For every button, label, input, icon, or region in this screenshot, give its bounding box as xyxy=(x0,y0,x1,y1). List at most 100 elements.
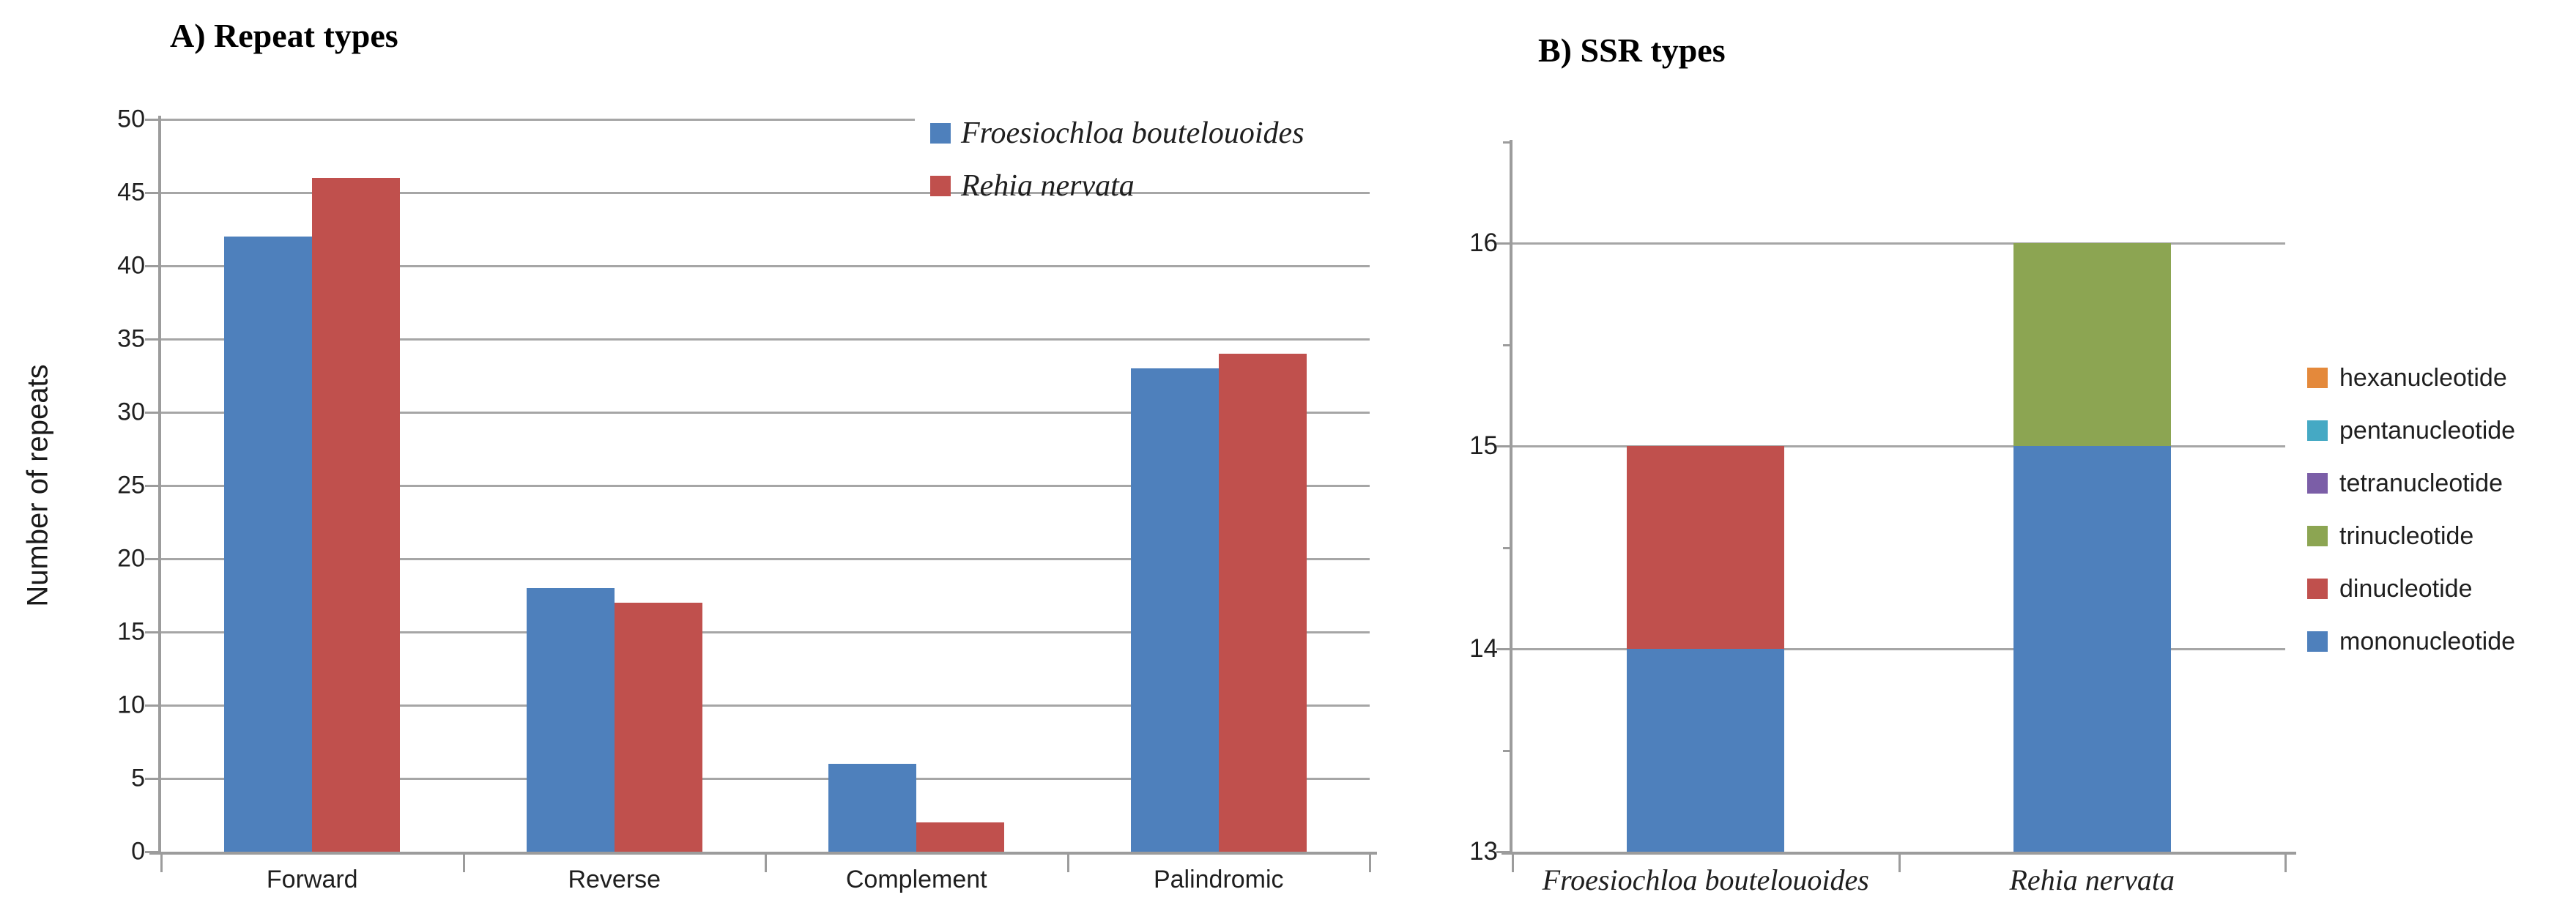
y-tick-label-16: 16 xyxy=(1469,228,1498,257)
legend-label-trinucleotide: trinucleotide xyxy=(2339,521,2474,550)
bar-froesiochloa-palindromic xyxy=(1130,368,1219,852)
y-tick-15 xyxy=(145,631,161,633)
y-tick-label-45: 45 xyxy=(117,178,145,207)
y-tick-label-15: 15 xyxy=(1469,431,1498,460)
y-tick-15 xyxy=(1496,445,1512,447)
x-tick-1 xyxy=(462,855,465,872)
y-tick-20 xyxy=(145,558,161,560)
legend-item-rehia: Rehia nervata xyxy=(930,169,1135,203)
y-tick-label-40: 40 xyxy=(117,251,145,280)
y-tick-45 xyxy=(145,192,161,194)
gridline-14 xyxy=(1512,648,2285,650)
y-tick-10 xyxy=(145,704,161,707)
bar-rehia-palindromic xyxy=(1218,354,1307,852)
x-tick-2 xyxy=(765,855,767,872)
gridline-5 xyxy=(161,778,1370,780)
y-tick-16 xyxy=(1496,242,1512,245)
x-tick-4 xyxy=(1369,855,1371,872)
gridline-30 xyxy=(161,412,1370,414)
legend-label-pentanucleotide: pentanucleotide xyxy=(2339,416,2516,445)
y-tick-label-5: 5 xyxy=(131,764,145,792)
x-label-forward: Forward xyxy=(266,866,358,893)
x-axis-line xyxy=(149,852,1377,855)
legend-item-trinucleotide: trinucleotide xyxy=(2307,520,2473,552)
y-tick-35 xyxy=(145,338,161,341)
bar-rehia-forward xyxy=(312,178,401,852)
legend-label-rehia: Rehia nervata xyxy=(961,169,1135,203)
legend-swatch-tetranucleotide xyxy=(2307,473,2328,494)
x-label-rehia: Rehia nervata xyxy=(2009,863,2175,896)
gridline-15 xyxy=(1512,445,2285,447)
y-minor-tick-13.5 xyxy=(1503,749,1512,752)
y-tick-label-50: 50 xyxy=(117,105,145,133)
y-tick-50 xyxy=(145,119,161,121)
x-label-palindromic: Palindromic xyxy=(1153,866,1284,893)
gridline-45 xyxy=(161,192,1370,194)
bar-trinucleotide-rehia xyxy=(2013,243,2171,446)
y-tick-label-25: 25 xyxy=(117,471,145,499)
x-tick-0 xyxy=(1512,855,1514,872)
y-minor-tick-16.5 xyxy=(1503,141,1512,144)
y-tick-label-20: 20 xyxy=(117,544,145,573)
legend-label-hexanucleotide: hexanucleotide xyxy=(2339,363,2507,392)
y-tick-25 xyxy=(145,485,161,487)
chart-b-title: B) SSR types xyxy=(1538,31,1726,69)
gridline-10 xyxy=(161,704,1370,707)
y-tick-14 xyxy=(1496,648,1512,650)
legend-swatch-rehia xyxy=(930,176,951,196)
legend-item-froesiochloa: Froesiochloa boutelouoides xyxy=(930,116,1304,150)
y-minor-tick-15.5 xyxy=(1503,343,1512,346)
bar-froesiochloa-forward xyxy=(224,237,313,852)
bar-rehia-reverse xyxy=(614,603,702,852)
y-tick-40 xyxy=(145,265,161,267)
legend-item-mononucleotide: mononucleotide xyxy=(2307,625,2515,658)
x-label-reverse: Reverse xyxy=(568,866,661,893)
y-tick-label-15: 15 xyxy=(117,617,145,646)
legend-item-pentanucleotide: pentanucleotide xyxy=(2307,414,2515,447)
gridline-15 xyxy=(161,631,1370,633)
gridline-16 xyxy=(1512,242,2285,245)
y-tick-label-35: 35 xyxy=(117,324,145,353)
legend-swatch-pentanucleotide xyxy=(2307,420,2328,441)
bar-rehia-complement xyxy=(916,822,1005,852)
legend-swatch-froesiochloa xyxy=(930,123,951,144)
y-tick-label-10: 10 xyxy=(117,691,145,719)
y-tick-label-30: 30 xyxy=(117,398,145,426)
legend-label-dinucleotide: dinucleotide xyxy=(2339,574,2473,603)
legend-swatch-mononucleotide xyxy=(2307,631,2328,652)
legend-label-tetranucleotide: tetranucleotide xyxy=(2339,469,2503,497)
y-minor-tick-14.5 xyxy=(1503,546,1512,549)
x-tick-0 xyxy=(160,855,163,872)
legend-item-hexanucleotide: hexanucleotide xyxy=(2307,362,2507,394)
legend-label-mononucleotide: mononucleotide xyxy=(2339,627,2516,655)
chart-a-title: A) Repeat types xyxy=(170,17,398,54)
y-tick-30 xyxy=(145,412,161,414)
legend-swatch-hexanucleotide xyxy=(2307,368,2328,388)
gridline-20 xyxy=(161,558,1370,560)
x-label-froesiochloa: Froesiochloa boutelouoides xyxy=(1542,863,1869,896)
x-tick-3 xyxy=(1066,855,1069,872)
x-tick-1 xyxy=(1898,855,1901,872)
y-axis-line xyxy=(1510,140,1512,855)
y-tick-label-14: 14 xyxy=(1469,634,1498,663)
x-axis-line xyxy=(1502,852,2296,855)
y-tick-label-13: 13 xyxy=(1469,837,1498,866)
y-tick-label-0: 0 xyxy=(131,837,145,866)
legend-swatch-dinucleotide xyxy=(2307,579,2328,599)
y-tick-5 xyxy=(145,778,161,780)
gridline-50 xyxy=(161,119,915,121)
gridline-25 xyxy=(161,485,1370,487)
legend-swatch-trinucleotide xyxy=(2307,526,2328,546)
gridline-40 xyxy=(161,265,1370,267)
x-tick-2 xyxy=(2284,855,2287,872)
bar-mononucleotide-rehia xyxy=(2013,446,2171,852)
legend-item-dinucleotide: dinucleotide xyxy=(2307,573,2472,605)
gridline-35 xyxy=(161,338,1370,341)
legend-label-froesiochloa: Froesiochloa boutelouoides xyxy=(961,116,1304,150)
bar-dinucleotide-froesiochloa xyxy=(1627,446,1785,649)
